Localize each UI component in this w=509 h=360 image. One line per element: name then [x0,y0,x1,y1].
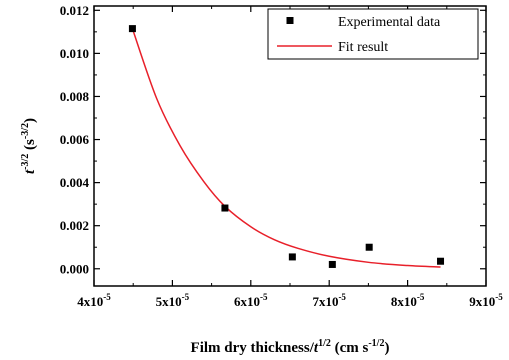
x-tick-label-mant-0: 4x10 [77,294,103,309]
x-tick-label-exp-1: -5 [182,292,190,302]
x-tick-label-mant-1: 5x10 [156,294,182,309]
y-tick-label-4: 0.008 [60,89,90,104]
y-tick-label-3: 0.006 [60,132,90,147]
data-marks [128,25,445,268]
experimental-point-1 [221,204,229,212]
x-axis-title-t-exp: 1/2 [318,338,331,349]
legend-label-experimental: Experimental data [338,15,441,30]
y-axis-title-unit-close: ) [22,118,38,123]
x-tick-label-exp-0: -5 [103,292,111,302]
experimental-point-0 [128,25,136,33]
experimental-point-2 [288,253,296,261]
x-tick-label-exp-2: -5 [260,292,268,302]
experimental-point-4 [365,243,373,251]
x-axis-title-unit-exp: -1/2 [368,338,384,349]
x-tick-label-exp-4: -5 [417,292,425,302]
x-tick-label-exp-5: -5 [495,292,503,302]
experimental-point-3 [328,260,336,268]
x-axis-title-unit: (cm s [331,340,369,356]
x-tick-label-5: 9x10-5 [469,292,503,309]
x-axis-title-t: t [314,340,319,356]
fit-result-line [131,28,441,268]
x-axis-title: Film dry thickness/t1/2 (cm s-1/2) [191,338,390,356]
y-tick-label-1: 0.002 [60,218,89,233]
x-tick-label-0: 4x10-5 [77,292,111,309]
legend-box [267,8,479,60]
x-tick-label-mant-5: 9x10 [469,294,495,309]
x-tick-label-2: 6x10-5 [234,292,268,309]
x-tick-label-exp-3: -5 [338,292,346,302]
y-axis-title-t-exp: -3/2 [20,154,31,170]
legend-marker-experimental [286,17,294,24]
x-tick-label-mant-2: 6x10 [234,294,260,309]
x-axis-title-base: Film dry thickness/ [191,340,315,356]
x-tick-label-1: 5x10-5 [156,292,190,309]
legend-label-fit: Fit result [338,40,388,55]
x-tick-label-mant-3: 7x10 [312,294,338,309]
experimental-point-5 [437,257,445,265]
x-tick-label-4: 8x10-5 [391,292,425,309]
y-axis-title-t: t [22,169,38,174]
y-tick-label-5: 0.010 [60,46,89,61]
y-axis-title: t-3/2 (s-3/2) [20,118,38,174]
y-axis-title-unit-exp: -3/2 [20,123,31,139]
x-tick-label-3: 7x10-5 [312,292,346,309]
legend: Experimental data Fit result [267,8,479,60]
y-tick-label-2: 0.004 [60,175,90,190]
y-tick-label-0: 0.000 [60,261,89,276]
y-axis-title-unit: (s [22,139,38,154]
y-tick-label-6: 0.012 [60,3,89,18]
x-axis-title-unit-close: ) [384,340,389,356]
axis-ticks: 4x10-5 5x10-5 6x10-5 7x10-5 8x10-5 9x10-50.00… [60,3,503,309]
x-tick-label-mant-4: 8x10 [391,294,417,309]
